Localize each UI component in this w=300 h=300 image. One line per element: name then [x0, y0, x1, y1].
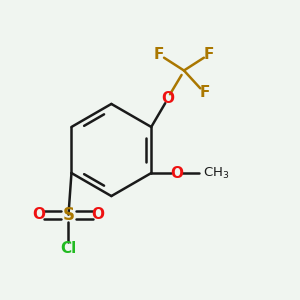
Text: F: F [200, 85, 210, 100]
Text: O: O [92, 207, 105, 222]
Text: F: F [154, 46, 164, 62]
Text: O: O [32, 207, 45, 222]
Text: Cl: Cl [60, 241, 76, 256]
Text: F: F [204, 46, 214, 62]
Text: O: O [161, 91, 174, 106]
Text: S: S [62, 206, 74, 224]
Text: CH$_3$: CH$_3$ [203, 166, 230, 181]
Text: O: O [170, 166, 183, 181]
